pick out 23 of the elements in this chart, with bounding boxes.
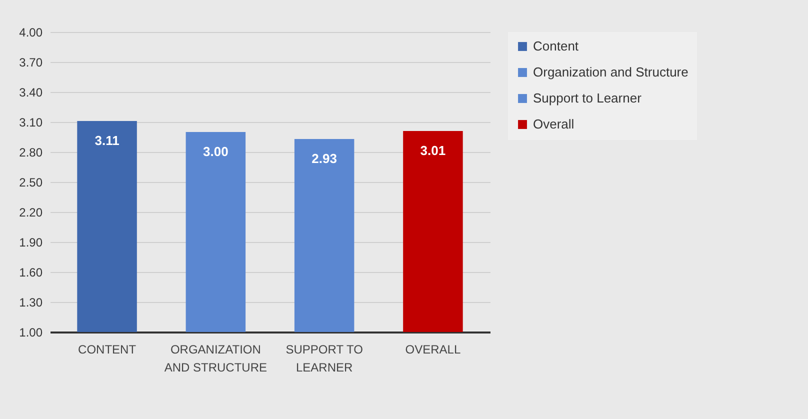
text: 2.93 bbox=[312, 151, 337, 166]
y-tick-label: 3.40 bbox=[19, 86, 43, 100]
x-tick-label: OVERALL bbox=[405, 342, 461, 356]
y-tick-label: 2.50 bbox=[19, 176, 43, 190]
y-tick-label: 1.30 bbox=[19, 296, 43, 310]
legend-label: Content bbox=[533, 38, 579, 54]
y-tick-label: 1.60 bbox=[19, 266, 43, 280]
y-tick-label: 1.90 bbox=[19, 236, 43, 250]
y-tick-label: 2.80 bbox=[19, 146, 43, 160]
legend-label: Organization and Structure bbox=[533, 64, 688, 80]
text: 3.00 bbox=[203, 144, 228, 159]
x-tick-label: ORGANIZATION AND STRUCTURE bbox=[164, 342, 268, 374]
y-tick-label: 4.00 bbox=[19, 26, 43, 40]
y-tick-label: 2.20 bbox=[19, 206, 43, 220]
legend-label: Overall bbox=[533, 116, 574, 132]
y-tick-label: 1.00 bbox=[19, 326, 43, 340]
x-tick-label: SUPPORT TO LEARNER bbox=[286, 342, 363, 374]
legend-label: Support to Learner bbox=[533, 90, 642, 106]
y-tick-label: 3.70 bbox=[19, 56, 43, 70]
text: 3.11 bbox=[94, 133, 120, 148]
x-tick-label: CONTENT bbox=[78, 342, 137, 356]
y-tick-label: 3.10 bbox=[19, 116, 43, 130]
text: 3.01 bbox=[420, 143, 446, 158]
